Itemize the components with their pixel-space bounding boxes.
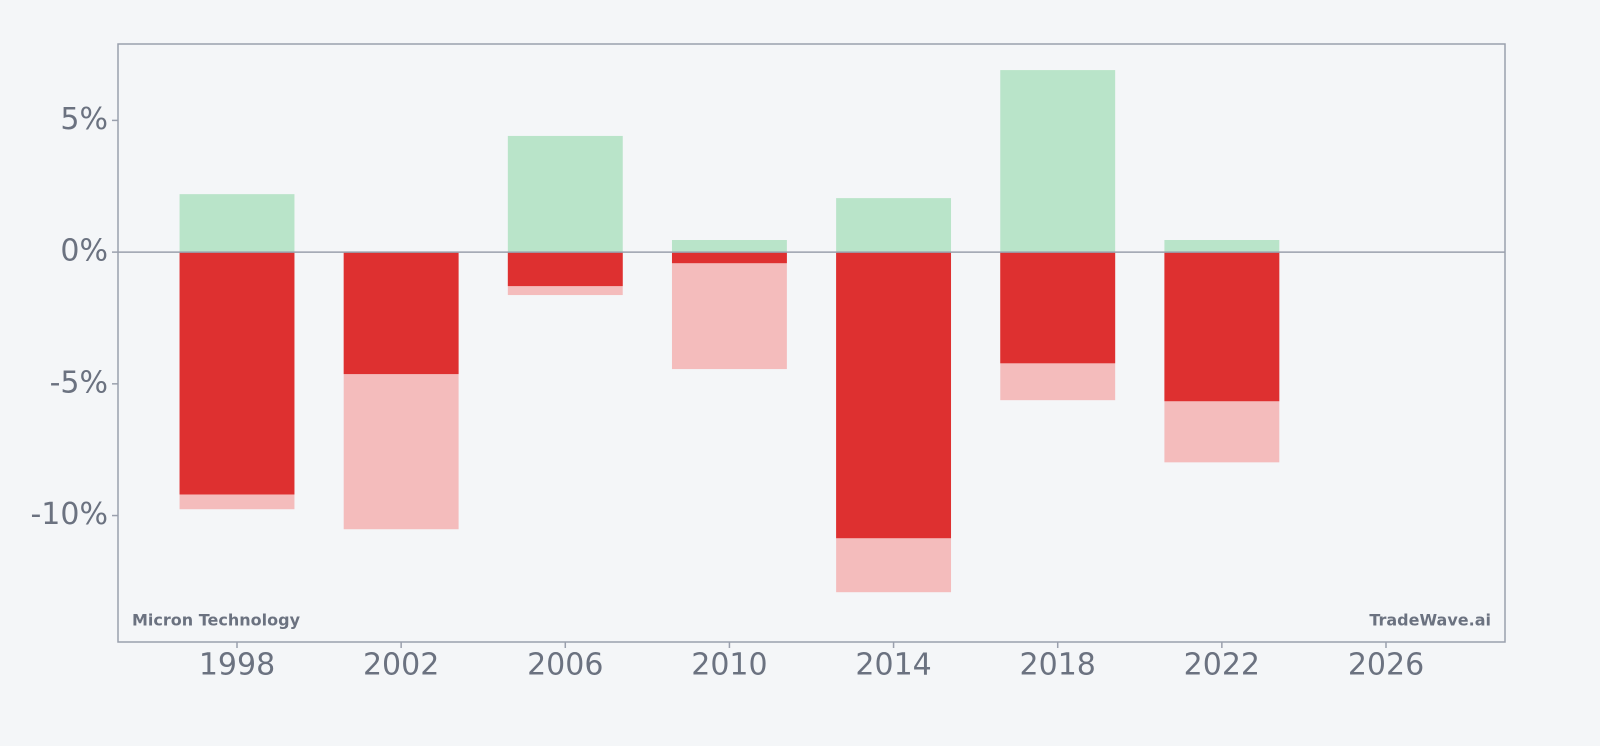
bar bbox=[671, 252, 787, 264]
y-tick-label: 0% bbox=[60, 234, 108, 269]
bar bbox=[836, 252, 952, 539]
x-tick-label: 1998 bbox=[199, 648, 275, 683]
bar bbox=[179, 252, 295, 495]
annotation: Micron Technology bbox=[132, 611, 301, 630]
bar bbox=[671, 252, 787, 370]
bar bbox=[1164, 239, 1280, 253]
y-tick-label: -5% bbox=[50, 365, 108, 400]
x-tick-label: 2002 bbox=[363, 648, 439, 683]
bar bbox=[343, 252, 459, 375]
x-tick-label: 2022 bbox=[1184, 648, 1260, 683]
bar bbox=[671, 239, 787, 253]
x-tick-label: 2018 bbox=[1020, 648, 1096, 683]
x-tick-label: 2010 bbox=[691, 648, 767, 683]
bar bbox=[179, 194, 295, 253]
x-tick-label: 2006 bbox=[527, 648, 603, 683]
x-tick-label: 2026 bbox=[1348, 648, 1424, 683]
bar bbox=[836, 198, 952, 253]
bar bbox=[1000, 252, 1116, 364]
plot-frame bbox=[117, 43, 1506, 643]
y-tick-label: -10% bbox=[30, 497, 108, 532]
y-tick-label: 5% bbox=[60, 102, 108, 137]
x-tick-label: 2014 bbox=[855, 648, 931, 683]
bar bbox=[507, 135, 623, 253]
bar bbox=[1164, 252, 1280, 402]
bar bbox=[1000, 70, 1116, 253]
annotation: TradeWave.ai bbox=[1369, 611, 1491, 630]
bar bbox=[507, 252, 623, 287]
